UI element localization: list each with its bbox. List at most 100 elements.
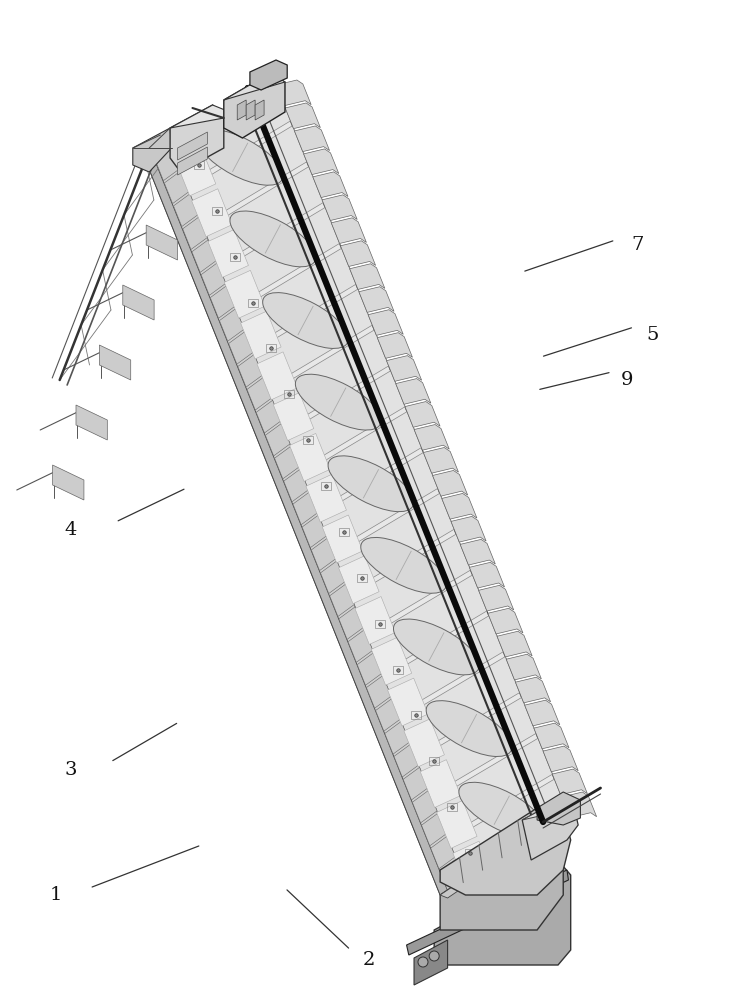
Polygon shape	[534, 723, 569, 749]
Polygon shape	[175, 148, 216, 196]
Polygon shape	[224, 75, 285, 138]
Polygon shape	[285, 103, 320, 129]
Polygon shape	[172, 85, 571, 882]
Polygon shape	[449, 779, 568, 877]
Polygon shape	[133, 128, 172, 172]
Polygon shape	[313, 172, 348, 198]
Ellipse shape	[361, 537, 447, 593]
Polygon shape	[276, 80, 311, 106]
Polygon shape	[172, 85, 290, 184]
Polygon shape	[405, 402, 440, 427]
Ellipse shape	[197, 129, 283, 185]
Polygon shape	[269, 330, 389, 429]
Polygon shape	[155, 148, 180, 181]
Polygon shape	[394, 744, 419, 777]
Polygon shape	[237, 248, 356, 347]
Polygon shape	[515, 677, 551, 703]
Polygon shape	[208, 230, 248, 277]
Polygon shape	[174, 194, 198, 227]
Polygon shape	[225, 270, 265, 318]
Ellipse shape	[459, 782, 545, 838]
Polygon shape	[430, 836, 455, 869]
Polygon shape	[451, 516, 486, 542]
Polygon shape	[210, 286, 235, 318]
Polygon shape	[440, 859, 465, 892]
Polygon shape	[537, 792, 580, 825]
Polygon shape	[400, 657, 520, 755]
Ellipse shape	[295, 374, 381, 430]
Polygon shape	[238, 354, 263, 387]
Polygon shape	[289, 433, 330, 481]
Polygon shape	[255, 100, 264, 120]
Polygon shape	[256, 400, 281, 433]
Polygon shape	[434, 862, 571, 965]
Polygon shape	[283, 469, 308, 502]
Polygon shape	[237, 100, 246, 120]
Polygon shape	[348, 630, 373, 662]
Polygon shape	[53, 465, 84, 500]
Circle shape	[418, 957, 428, 967]
Polygon shape	[522, 800, 574, 820]
Polygon shape	[469, 562, 504, 588]
Polygon shape	[99, 345, 131, 380]
Text: 1: 1	[50, 886, 62, 904]
Polygon shape	[377, 333, 413, 358]
Polygon shape	[266, 423, 290, 456]
Polygon shape	[388, 678, 428, 726]
Polygon shape	[164, 171, 189, 204]
Polygon shape	[331, 218, 366, 243]
Polygon shape	[368, 310, 404, 335]
Polygon shape	[192, 240, 216, 272]
Polygon shape	[372, 637, 412, 685]
Polygon shape	[273, 393, 314, 441]
Polygon shape	[219, 309, 244, 341]
Polygon shape	[403, 767, 428, 800]
Polygon shape	[460, 539, 495, 565]
Ellipse shape	[263, 293, 348, 348]
Polygon shape	[424, 448, 459, 473]
Polygon shape	[440, 830, 545, 898]
Text: 2: 2	[363, 951, 375, 969]
Polygon shape	[302, 515, 327, 548]
Polygon shape	[552, 769, 587, 795]
Ellipse shape	[230, 211, 316, 267]
Polygon shape	[522, 800, 578, 860]
Polygon shape	[192, 189, 232, 237]
Polygon shape	[359, 287, 394, 312]
Polygon shape	[404, 719, 445, 767]
Polygon shape	[321, 561, 345, 594]
Polygon shape	[488, 608, 523, 634]
Polygon shape	[339, 556, 379, 604]
Polygon shape	[322, 195, 357, 221]
Polygon shape	[201, 263, 226, 295]
Polygon shape	[293, 492, 318, 525]
Text: 5: 5	[647, 326, 659, 344]
Polygon shape	[224, 75, 285, 100]
Polygon shape	[453, 841, 493, 889]
Polygon shape	[304, 149, 339, 175]
Polygon shape	[340, 241, 376, 266]
Polygon shape	[440, 808, 571, 895]
Circle shape	[429, 951, 439, 961]
Text: 7: 7	[632, 236, 644, 254]
Polygon shape	[366, 676, 391, 708]
Polygon shape	[253, 289, 372, 388]
Polygon shape	[433, 738, 552, 836]
Polygon shape	[170, 105, 230, 128]
Polygon shape	[204, 167, 323, 265]
Polygon shape	[440, 830, 563, 930]
Polygon shape	[145, 160, 451, 900]
Polygon shape	[311, 538, 336, 571]
Polygon shape	[433, 470, 468, 496]
Polygon shape	[302, 412, 421, 510]
Polygon shape	[436, 800, 477, 848]
Polygon shape	[146, 225, 178, 260]
Polygon shape	[442, 493, 477, 519]
Polygon shape	[375, 698, 401, 731]
Polygon shape	[250, 60, 287, 90]
Polygon shape	[295, 126, 330, 152]
Polygon shape	[562, 792, 597, 818]
Text: 4: 4	[65, 521, 77, 539]
Text: 9: 9	[621, 371, 633, 389]
Polygon shape	[524, 700, 560, 726]
